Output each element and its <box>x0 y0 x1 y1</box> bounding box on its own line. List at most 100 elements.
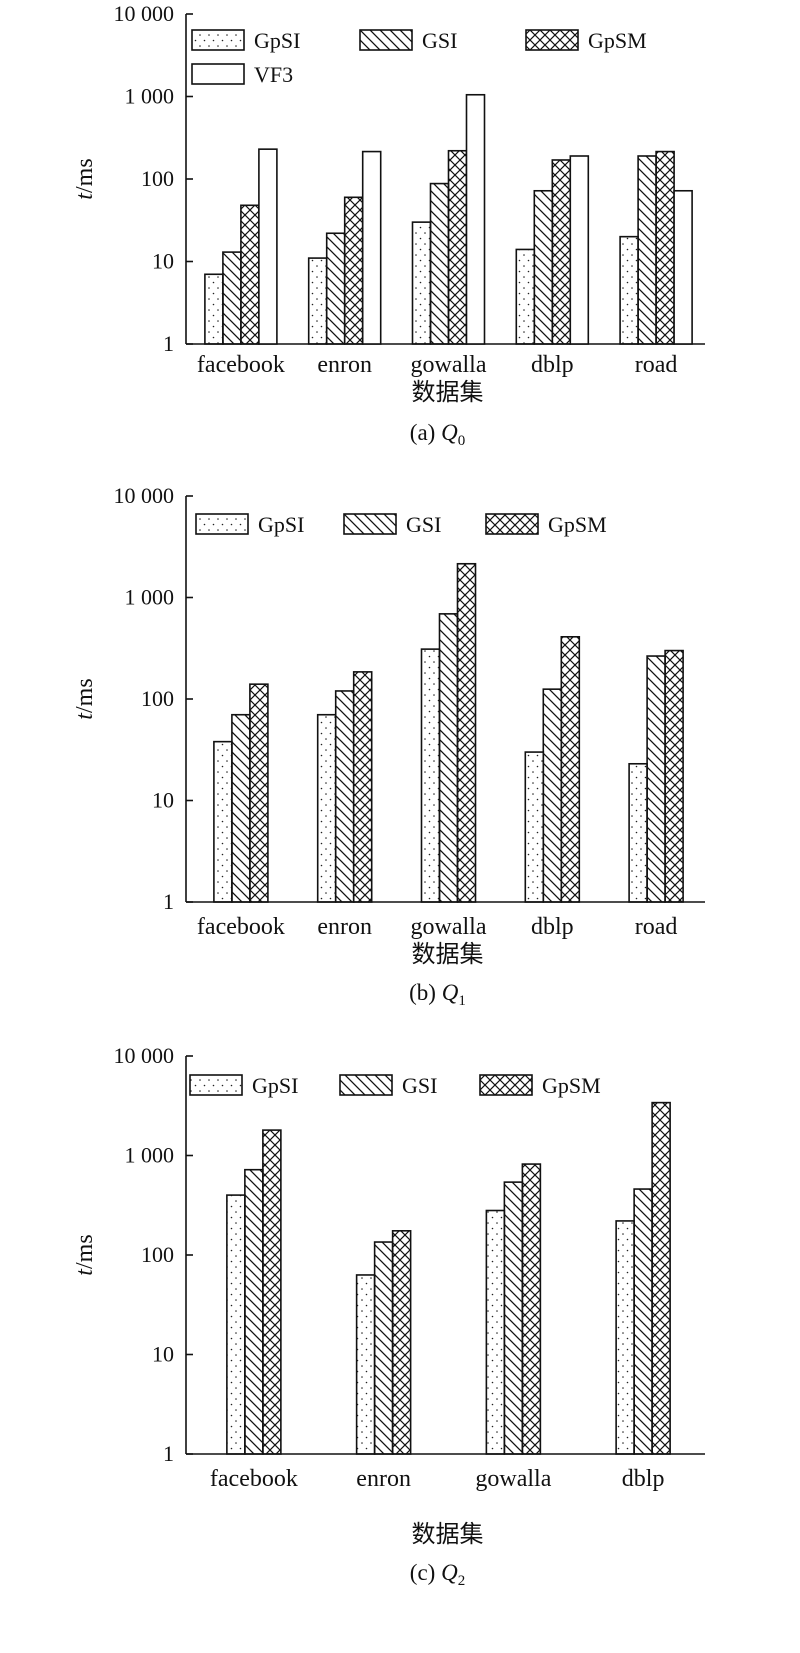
bar-gpsi-enron <box>316 713 337 903</box>
y-tick-label: 10 000 <box>114 1 175 26</box>
y-tick-label: 100 <box>141 686 174 711</box>
legend-swatch-gpsi <box>189 1074 243 1096</box>
y-tick-label: 10 <box>152 249 174 274</box>
bar-gsi-dblp <box>633 1188 653 1455</box>
bar-gpsi-dblp <box>524 751 545 903</box>
bar-gsi-gowalla <box>503 1181 524 1455</box>
bar-gpsm-enron <box>391 1230 412 1455</box>
legend-swatch-gpsi <box>195 513 249 535</box>
y-tick-label: 10 000 <box>114 483 175 508</box>
bar-vf3-gowalla <box>465 93 486 345</box>
legend-label-gsi: GSI <box>422 28 457 53</box>
legend-swatch-gsi <box>359 29 413 51</box>
x-tick-label: road <box>635 352 678 378</box>
y-axis-label: t/ms <box>72 158 98 199</box>
y-axis-label: t/ms <box>72 678 98 719</box>
bar-vf3-facebook <box>258 148 278 345</box>
legend-swatch-gpsm <box>525 29 579 51</box>
x-tick-label: gowalla <box>411 352 487 378</box>
x-tick-label: enron <box>317 914 372 940</box>
x-tick-label: dblp <box>531 914 574 940</box>
y-tick-label: 1 <box>163 889 174 914</box>
x-tick-label: dblp <box>531 352 574 378</box>
x-tick-label: facebook <box>197 352 285 378</box>
bar-gpsm-road <box>655 150 675 345</box>
bar-gsi-road <box>637 155 657 345</box>
legend-label-gsi: GSI <box>406 512 441 537</box>
bar-gpsi-facebook <box>204 273 224 345</box>
x-tick-label: dblp <box>622 1466 665 1492</box>
bar-gpsi-road <box>619 235 639 345</box>
y-tick-label: 1 <box>163 1441 174 1466</box>
bar-gsi-facebook <box>222 251 242 345</box>
legend-label-gpsm: GpSM <box>542 1073 601 1098</box>
chart-panel-1: 1 10 100 1 000 10 000 t/ms facebook enron gowall… <box>72 1 705 449</box>
x-tick-label: enron <box>317 352 372 378</box>
legend-label-gpsi: GpSI <box>254 28 300 53</box>
y-tick-label: 1 000 <box>125 585 175 610</box>
bar-gpsm-gowalla <box>447 149 468 345</box>
legend-label-gpsi: GpSI <box>258 512 304 537</box>
bar-gsi-enron <box>334 690 355 903</box>
bar-gsi-dblp <box>533 189 554 345</box>
bar-gsi-gowalla <box>429 182 450 345</box>
x-axis-label: 数据集 <box>412 379 484 406</box>
bar-vf3-dblp <box>569 155 590 345</box>
bar-gpsm-gowalla <box>456 562 477 903</box>
legend-swatch-gsi <box>339 1074 393 1096</box>
legend-label-gpsm: GpSM <box>588 28 647 53</box>
bar-gpsm-enron <box>343 196 364 345</box>
legend-label-vf3: VF3 <box>254 62 293 87</box>
x-tick-label: gowalla <box>475 1466 551 1492</box>
y-tick-label: 100 <box>141 1242 174 1267</box>
bar-gpsm-facebook <box>249 683 269 903</box>
bar-gpsi-enron <box>307 257 328 345</box>
legend-swatch-gpsm <box>485 513 539 535</box>
legend-label-gpsm: GpSM <box>548 512 607 537</box>
y-tick-label: 1 000 <box>125 1143 175 1168</box>
chart-caption: (b) Q1 <box>409 980 466 1009</box>
chart-caption: (a) Q0 <box>410 420 465 449</box>
bar-gpsi-road <box>628 762 648 903</box>
bar-gpsm-gowalla <box>521 1163 542 1455</box>
bar-gpsi-dblp <box>515 248 536 345</box>
x-axis-label: 数据集 <box>412 941 484 968</box>
bar-gsi-enron <box>325 232 346 345</box>
legend-label-gpsi: GpSI <box>252 1073 298 1098</box>
x-tick-label: enron <box>356 1466 411 1492</box>
bar-gpsi-facebook <box>213 740 233 903</box>
chart-panel-3: 1 10 100 1 000 10 000 t/ms facebook enron gowall… <box>72 1043 705 1589</box>
bar-gpsi-enron <box>355 1274 376 1455</box>
y-tick-label: 1 <box>163 331 174 356</box>
y-tick-label: 100 <box>141 166 174 191</box>
bar-gsi-gowalla <box>438 613 459 903</box>
bar-gpsi-gowalla <box>420 648 441 903</box>
bar-gpsi-gowalla <box>485 1209 506 1455</box>
bar-vf3-enron <box>361 150 382 345</box>
bar-gpsm-road <box>664 649 684 903</box>
bar-gpsm-dblp <box>551 159 572 345</box>
bar-gpsm-dblp <box>560 636 581 903</box>
bar-gsi-dblp <box>542 688 563 903</box>
bar-gsi-facebook <box>244 1168 264 1455</box>
bar-gpsi-facebook <box>226 1194 246 1455</box>
x-tick-label: road <box>635 914 678 940</box>
y-tick-label: 10 <box>152 788 174 813</box>
bar-gpsi-dblp <box>615 1220 635 1455</box>
bar-gpsi-gowalla <box>411 221 432 345</box>
bar-gpsm-facebook <box>240 204 260 345</box>
legend-swatch-gsi <box>343 513 397 535</box>
chart-panel-2: 1 10 100 1 000 10 000 t/ms facebook enron gowall… <box>72 483 705 1009</box>
x-tick-label: facebook <box>197 914 285 940</box>
x-axis-label: 数据集 <box>412 1521 484 1548</box>
x-tick-label: gowalla <box>411 914 487 940</box>
legend-swatch-gpsm <box>479 1074 533 1096</box>
x-tick-label: facebook <box>210 1466 298 1492</box>
bar-vf3-road <box>673 189 693 345</box>
legend-swatch-gpsi <box>191 29 245 51</box>
y-tick-label: 10 <box>152 1342 174 1367</box>
legend-label-gsi: GSI <box>402 1073 437 1098</box>
bar-gsi-enron <box>373 1241 394 1455</box>
legend-swatch-vf3 <box>191 63 245 85</box>
